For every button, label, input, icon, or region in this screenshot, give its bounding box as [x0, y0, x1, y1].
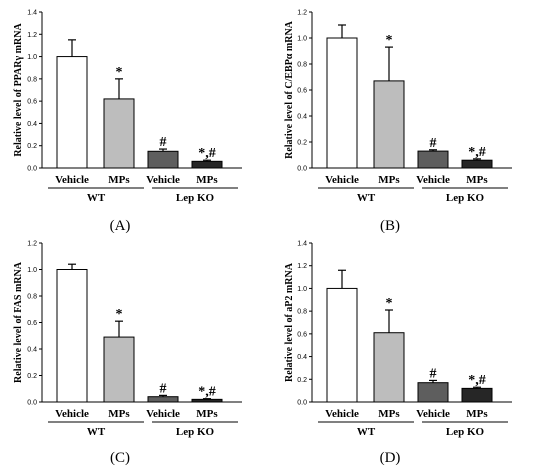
- panel-label: (D): [380, 450, 401, 466]
- bar: [461, 387, 493, 403]
- significance-mark: #: [160, 381, 167, 396]
- y-axis-label: Relative level of FAS mRNA: [13, 261, 24, 383]
- y-tick-label: 0.6: [297, 88, 307, 95]
- significance-mark: *: [116, 65, 123, 80]
- group-label: Lep KO: [176, 192, 215, 204]
- group-label: WT: [87, 192, 106, 204]
- y-tick-label: 0.6: [297, 331, 307, 338]
- x-category-label: MPs: [378, 408, 400, 420]
- bar: [56, 56, 88, 169]
- x-category-label: MPs: [466, 174, 488, 186]
- y-tick-label: 0.4: [297, 354, 307, 361]
- y-tick-label: 0.0: [27, 400, 37, 407]
- y-tick-label: 0.2: [297, 377, 307, 384]
- x-category-label: MPs: [466, 408, 488, 420]
- bar: [417, 382, 449, 403]
- x-category-label: Vehicle: [416, 408, 450, 420]
- y-axis-label: Relative level of aP2 mRNA: [284, 262, 295, 382]
- significance-mark: #: [430, 366, 437, 381]
- x-category-label: Vehicle: [55, 174, 89, 186]
- y-tick-label: 0.2: [27, 373, 37, 380]
- y-tick-label: 0.4: [27, 121, 37, 128]
- group-label: WT: [357, 426, 376, 438]
- y-tick-label: 1.0: [297, 286, 307, 293]
- panel-label: (A): [110, 218, 131, 234]
- y-tick-label: 0.8: [27, 76, 37, 83]
- y-tick-label: 1.0: [297, 36, 307, 43]
- significance-mark: *: [386, 296, 393, 311]
- y-tick-label: 0.8: [297, 309, 307, 316]
- bar: [191, 398, 223, 403]
- bar: [56, 269, 88, 403]
- y-tick-label: 0.0: [27, 166, 37, 173]
- y-tick-label: 0.4: [297, 114, 307, 121]
- y-tick-label: 0.2: [297, 140, 307, 147]
- bar: [373, 332, 405, 403]
- y-tick-label: 0.0: [297, 166, 307, 173]
- y-tick-label: 0.6: [27, 320, 37, 327]
- panel-label: (B): [380, 218, 400, 234]
- bar: [417, 150, 449, 169]
- group-label: Lep KO: [446, 426, 485, 438]
- y-tick-label: 1.2: [297, 263, 307, 270]
- y-tick-label: 1.2: [27, 32, 37, 39]
- significance-mark: *,#: [468, 145, 486, 160]
- significance-mark: #: [430, 136, 437, 151]
- group-label: WT: [357, 192, 376, 204]
- significance-mark: *,#: [198, 385, 216, 400]
- bar: [191, 160, 223, 169]
- group-label: Lep KO: [446, 192, 485, 204]
- y-axis-label: Relative level of PPARγ mRNA: [13, 23, 24, 157]
- significance-mark: #: [160, 135, 167, 150]
- y-tick-label: 0.6: [27, 99, 37, 106]
- significance-mark: *: [116, 307, 123, 322]
- x-category-label: MPs: [108, 174, 130, 186]
- x-category-label: Vehicle: [146, 408, 180, 420]
- y-tick-label: 1.0: [27, 267, 37, 274]
- x-category-label: Vehicle: [325, 408, 359, 420]
- x-category-label: Vehicle: [325, 174, 359, 186]
- chart-panel-c: 0.0 0.2 0.4 0.6 0.8 1.0 1.2 Relative level of F…: [13, 241, 242, 466]
- y-tick-label: 0.8: [27, 294, 37, 301]
- panel-label: (C): [110, 450, 130, 466]
- y-tick-label: 0.8: [297, 62, 307, 69]
- y-axis-label: Relative level of C/EBPα mRNA: [284, 20, 295, 159]
- y-tick-label: 0.2: [27, 143, 37, 150]
- y-tick-label: 0.4: [27, 347, 37, 354]
- bar: [147, 150, 179, 169]
- x-category-label: Vehicle: [146, 174, 180, 186]
- bar: [103, 336, 135, 403]
- group-label: Lep KO: [176, 426, 215, 438]
- significance-mark: *,#: [468, 373, 486, 388]
- group-label: WT: [87, 426, 106, 438]
- y-tick-label: 1.4: [297, 241, 307, 248]
- y-tick-label: 1.2: [297, 10, 307, 17]
- x-category-label: MPs: [108, 408, 130, 420]
- bar: [326, 287, 358, 403]
- significance-mark: *,#: [198, 146, 216, 161]
- bar: [461, 159, 493, 169]
- x-category-label: MPs: [378, 174, 400, 186]
- bar: [373, 80, 405, 169]
- chart-panel-d: 0.0 0.2 0.4 0.6 0.8 1.0 1.2 1.4 Relative level o…: [284, 241, 512, 466]
- y-tick-label: 1.0: [27, 54, 37, 61]
- bar: [147, 396, 179, 403]
- x-category-label: Vehicle: [55, 408, 89, 420]
- x-category-label: MPs: [196, 408, 218, 420]
- x-category-label: MPs: [196, 174, 218, 186]
- bar: [326, 37, 358, 169]
- y-tick-label: 1.2: [27, 241, 37, 248]
- bar: [103, 98, 135, 169]
- y-tick-label: 1.4: [27, 10, 37, 17]
- significance-mark: *: [386, 33, 393, 48]
- x-category-label: Vehicle: [416, 174, 450, 186]
- y-tick-label: 0.0: [297, 400, 307, 407]
